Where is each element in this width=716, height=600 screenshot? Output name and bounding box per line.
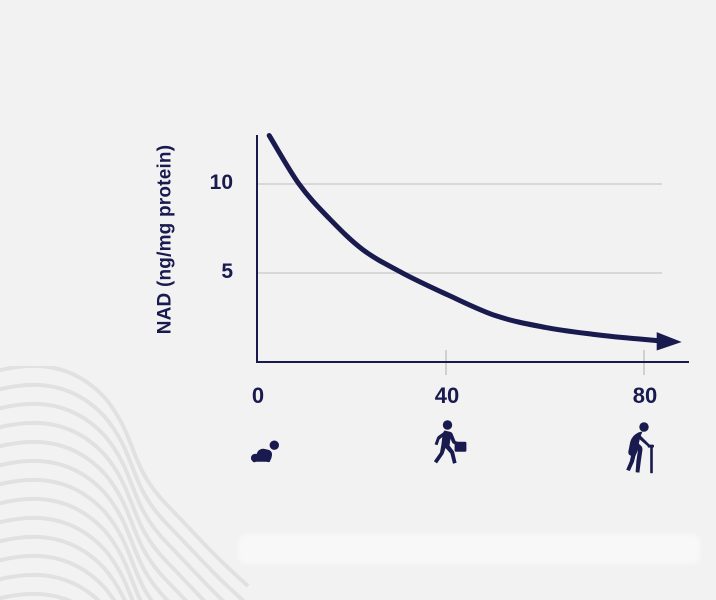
gridline-y5 (258, 272, 662, 274)
x-tick-label-80: 80 (632, 383, 658, 408)
elderly-person-cane-icon (619, 421, 663, 482)
y-axis-title: NAD (ng/mg protein) (154, 144, 176, 335)
x-axis-line (256, 361, 689, 363)
curve-arrowhead-icon (656, 332, 682, 351)
crawling-baby-icon (250, 438, 280, 471)
briefcase-icon (454, 441, 467, 452)
y-axis-line (256, 135, 258, 363)
gridline-y10 (258, 183, 662, 185)
x-tick-label-40: 40 (434, 383, 460, 408)
y-tick-label-10: 10 (209, 171, 233, 194)
y-tick-label-5: 5 (221, 260, 233, 283)
wave-pattern-decoration (0, 366, 250, 600)
x-tick-label-0: 0 (251, 383, 265, 408)
walking-adult-briefcase-icon (430, 420, 468, 474)
nad-curve (266, 133, 662, 344)
faint-watermark-smudge (238, 534, 700, 564)
